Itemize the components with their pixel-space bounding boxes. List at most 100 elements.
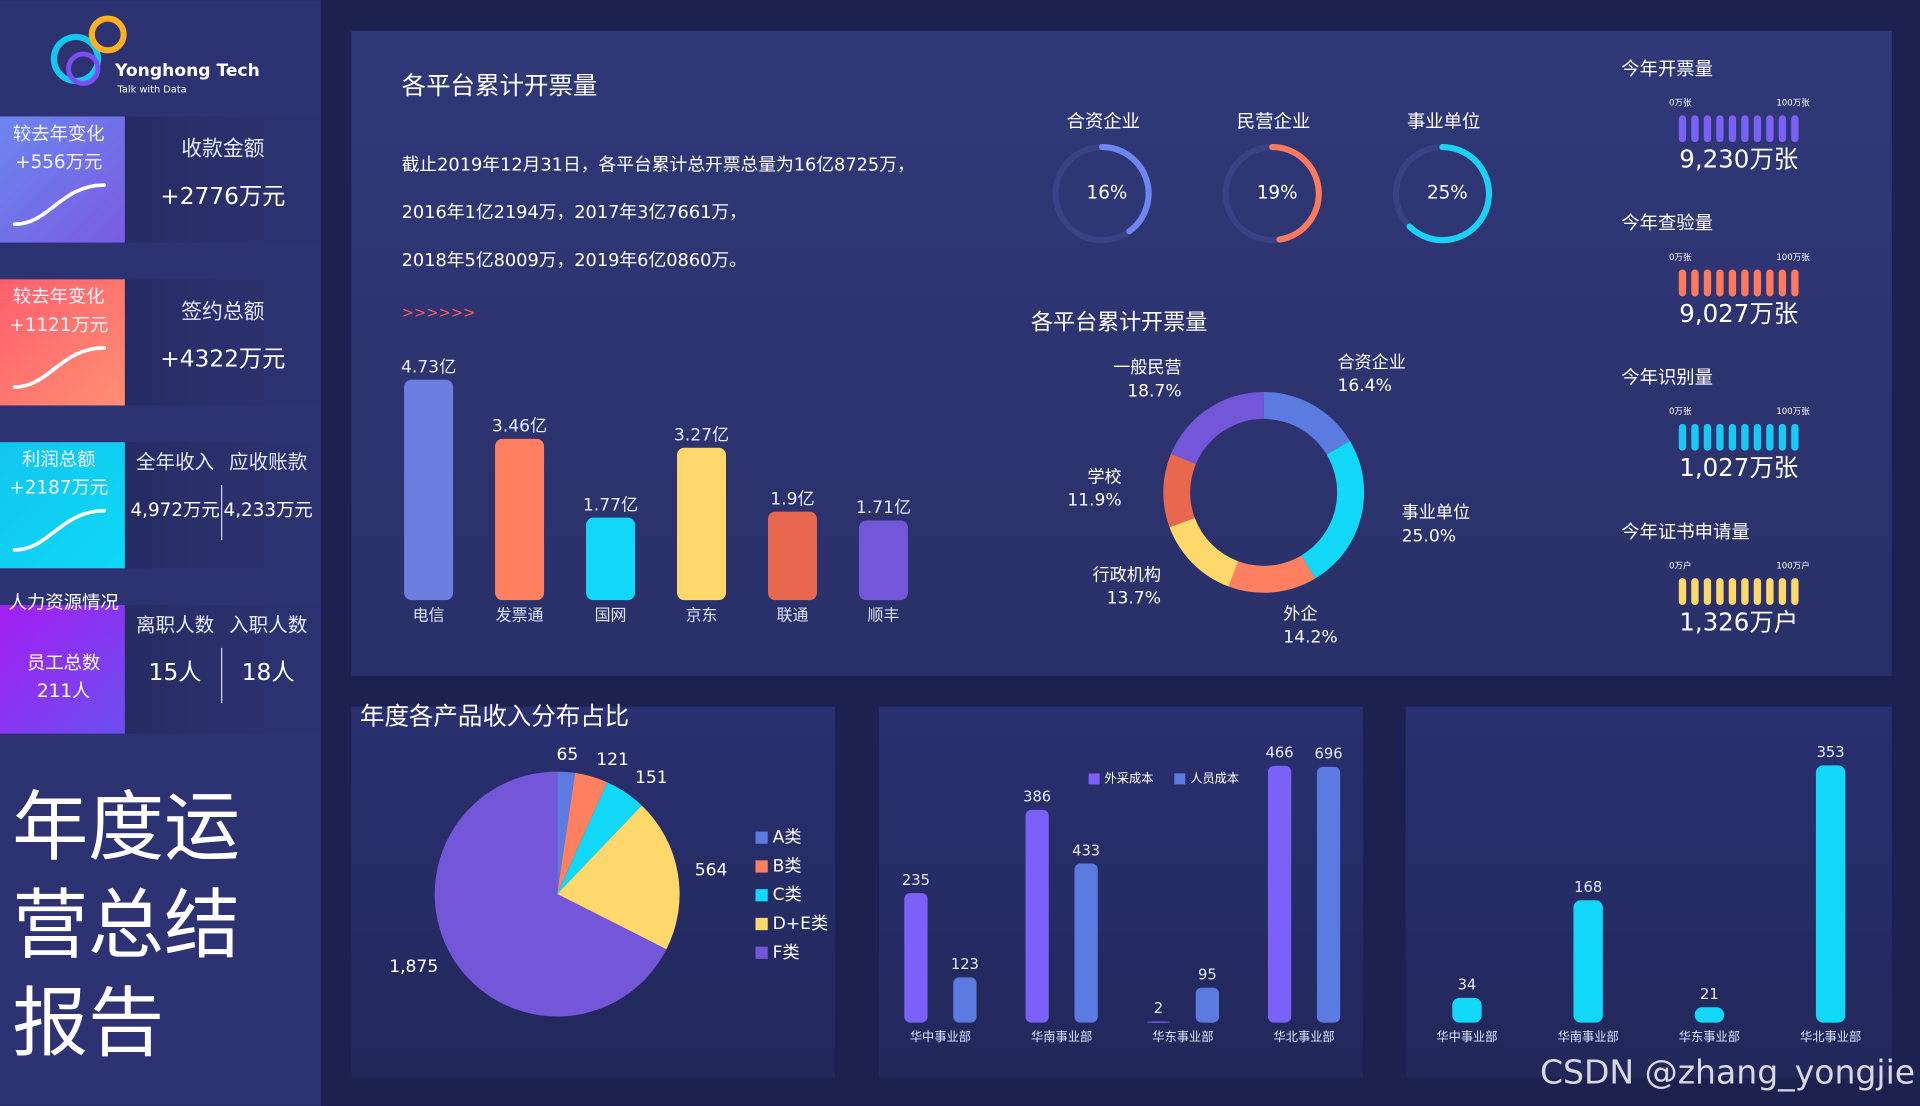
x-tick-label: 国网 [595, 606, 627, 625]
card-body [124, 279, 321, 406]
watermark: CSDN @zhang_yongjie [1540, 1053, 1915, 1092]
legend-swatch [1088, 773, 1100, 785]
x-tick-label: 电信 [413, 606, 445, 625]
gauge-arc [1406, 144, 1493, 244]
kpi-max-label: 100万户 [1776, 559, 1809, 571]
bar [768, 511, 817, 601]
description-line: 2016年1亿2194万，2017年3亿7661万， [402, 202, 747, 223]
kpi-icon-bar [1691, 269, 1699, 297]
kpi-title: 今年开票量 [1621, 59, 1713, 80]
card-title: 收款金额 [181, 137, 264, 161]
kpi-icon-bar [1703, 115, 1712, 143]
card-change: +556万元 [15, 152, 102, 173]
card-change: +2187万元 [9, 478, 108, 499]
legend-label: F类 [773, 943, 800, 963]
slice-label: 事业单位 [1402, 503, 1471, 523]
chart-title: 各平台累计开票量 [1031, 310, 1207, 335]
gauge-value: 25% [1427, 183, 1468, 204]
x-tick-label: 华南事业部 [1031, 1029, 1092, 1044]
kpi-icon-bar [1741, 423, 1749, 451]
kpi-max-label: 100万张 [1776, 252, 1810, 263]
donut-slice [1301, 440, 1365, 579]
data-label: 386 [1023, 789, 1051, 806]
bar [1452, 997, 1482, 1023]
x-tick-label: 顺丰 [868, 606, 900, 625]
slice-label: 学校 [1087, 467, 1121, 487]
kpi-icon-bar [1703, 269, 1712, 297]
gauge-label: 事业单位 [1407, 112, 1480, 133]
kpi-title: 今年识别量 [1621, 368, 1713, 389]
kpi-icon-bar [1791, 578, 1799, 606]
slice-label: 行政机构 [1093, 565, 1162, 585]
card-column-title: 全年收入 [136, 451, 214, 474]
card-change: +1121万元 [9, 315, 108, 336]
card-accent [0, 279, 125, 406]
description-line: 截止2019年12月31日，各平台累计总开票总量为16亿8725万， [402, 154, 915, 175]
pie-slice [557, 782, 642, 895]
card-label: 人力资源情况 [8, 591, 119, 614]
data-label: 353 [1817, 744, 1845, 761]
logo-name: Yonghong Tech [114, 61, 260, 81]
x-tick-label: 华东事业部 [1679, 1029, 1740, 1044]
data-label: 25.0% [1402, 526, 1456, 546]
kpi-icon-bar [1678, 269, 1687, 297]
bar [586, 517, 636, 601]
data-label: 564 [695, 860, 728, 880]
card-column-title: 入职人数 [229, 613, 308, 636]
kpi-icon-bar [1778, 578, 1787, 606]
kpi-icon-bar [1741, 269, 1749, 297]
kpi-icon-bar [1691, 423, 1699, 451]
kpi-icon-bar [1766, 423, 1774, 451]
data-label: 168 [1574, 879, 1602, 896]
bar [495, 438, 545, 601]
kpi-icon-bar [1728, 578, 1737, 606]
gauge-value: 16% [1087, 183, 1128, 204]
decoration: >>>>>> [402, 305, 476, 322]
data-label: 16.4% [1337, 376, 1391, 396]
pie-slice [557, 805, 680, 950]
legend-label: 人员成本 [1190, 771, 1239, 785]
card-column-amount: 15人 [149, 659, 202, 686]
donut-slice [1170, 391, 1264, 465]
pie-slice [557, 772, 608, 895]
donut-slice [1169, 517, 1239, 587]
slice-label: 合资企业 [1337, 353, 1406, 373]
kpi-icon-bar [1778, 423, 1787, 451]
data-label: 466 [1266, 745, 1294, 762]
kpi-value: 1,027万张 [1679, 453, 1798, 482]
x-tick-label: 联通 [777, 606, 809, 625]
card-body [124, 605, 321, 734]
data-label: 95 [1198, 966, 1217, 983]
data-label: 34 [1458, 977, 1477, 994]
kpi-min-label: 0万张 [1669, 98, 1692, 109]
kpi-icon-bar [1766, 115, 1774, 143]
gauge-arc [1269, 144, 1322, 243]
kpi-icon-bar [1728, 115, 1737, 143]
kpi-icon-bar [1716, 423, 1724, 451]
legend-swatch [755, 889, 768, 902]
gauge-label: 合资企业 [1067, 112, 1140, 133]
kpi-min-label: 0万张 [1669, 252, 1692, 263]
card-column-amount: 18人 [242, 659, 295, 686]
sparkline [12, 183, 106, 227]
card-amount: +4322万元 [160, 346, 285, 373]
kpi-icon-bar [1766, 269, 1774, 297]
kpi-min-label: 0万户 [1669, 559, 1692, 571]
pie-slice [434, 771, 667, 1017]
gauge-label: 民营企业 [1237, 112, 1310, 133]
report-title-box: 年度运营总结报告 [12, 783, 240, 1068]
kpi-icon-bar [1753, 115, 1762, 143]
data-label: 4.73亿 [401, 357, 456, 377]
kpi-max-label: 100万张 [1776, 98, 1810, 109]
bar [1146, 1021, 1170, 1023]
kpi-icon-bar [1791, 423, 1799, 451]
data-label: 696 [1315, 746, 1343, 763]
donut-slice [1228, 555, 1316, 593]
kpi-icon-bar [1716, 578, 1724, 606]
kpi-icon-bar [1728, 423, 1737, 451]
kpi-value: 9,027万张 [1679, 299, 1798, 328]
kpi-icon-bar [1753, 578, 1762, 606]
data-label: 151 [635, 768, 668, 788]
legend-swatch [755, 946, 768, 959]
